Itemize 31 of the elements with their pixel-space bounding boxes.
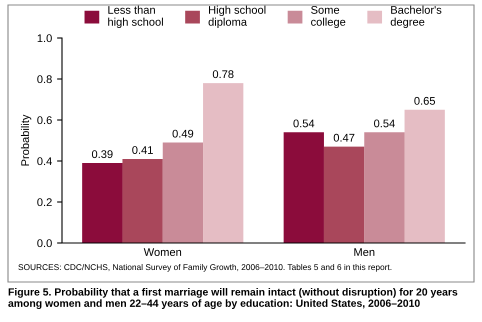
bar xyxy=(284,132,324,243)
bar xyxy=(404,110,445,243)
bar xyxy=(364,132,405,243)
source-note: SOURCES: CDC/NCHS, National Survey of Family Growth, 2006–2010. Tables 5 and 6 in this report. xyxy=(18,264,392,272)
bar xyxy=(203,83,244,243)
y-axis-title: Probability xyxy=(20,114,32,166)
bar xyxy=(82,163,122,243)
data-label: 0.39 xyxy=(92,150,113,158)
y-tick-label: 0.2 xyxy=(37,198,52,206)
x-tick-label: Men xyxy=(354,248,374,256)
y-tick-label: 0.6 xyxy=(37,116,52,124)
y-tick-label: 0.0 xyxy=(37,239,52,248)
y-tick-label: 0.8 xyxy=(37,75,52,84)
x-tick-label: Women xyxy=(144,248,182,256)
data-label: 0.49 xyxy=(172,130,194,138)
legend-label: High school diploma xyxy=(208,6,266,28)
legend-label: Less than high school xyxy=(108,6,163,28)
data-label: 0.41 xyxy=(132,146,153,154)
data-label: 0.54 xyxy=(293,119,314,128)
data-label: 0.78 xyxy=(212,70,234,78)
bar xyxy=(122,158,163,243)
y-tick-label: 1.0 xyxy=(38,34,52,42)
legend-label: Bachelor's degree xyxy=(390,6,442,28)
data-label: 0.54 xyxy=(374,119,395,128)
y-tick-label: 0.4 xyxy=(37,157,52,166)
data-label: 0.65 xyxy=(414,96,436,105)
bar xyxy=(162,142,204,243)
legend-label: Some college xyxy=(311,6,346,28)
data-label: 0.47 xyxy=(334,134,354,142)
bar xyxy=(324,146,364,243)
text: Figure 5. Probability that a first marriage will remain intact (without disruption) for 20 years among women and men 22–44 years of age by education: United States, 2006–2010 xyxy=(8,288,458,310)
